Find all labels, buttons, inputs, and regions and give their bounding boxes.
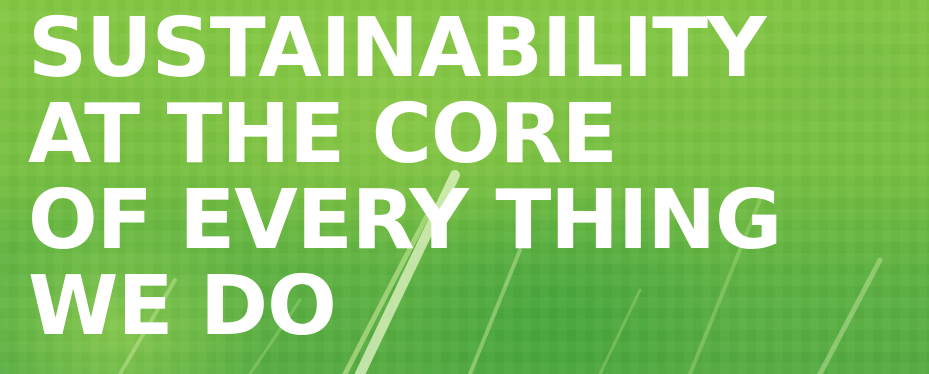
headline-line-1: SUSTAINABILITY [28,1,766,96]
headline-line-3: OF EVERY THING [28,173,782,268]
headline-line-2: AT THE CORE [28,87,618,182]
headline-line-4: WE DO [28,259,337,354]
headline: SUSTAINABILITY AT THE CORE OF EVERY THIN… [28,1,782,354]
